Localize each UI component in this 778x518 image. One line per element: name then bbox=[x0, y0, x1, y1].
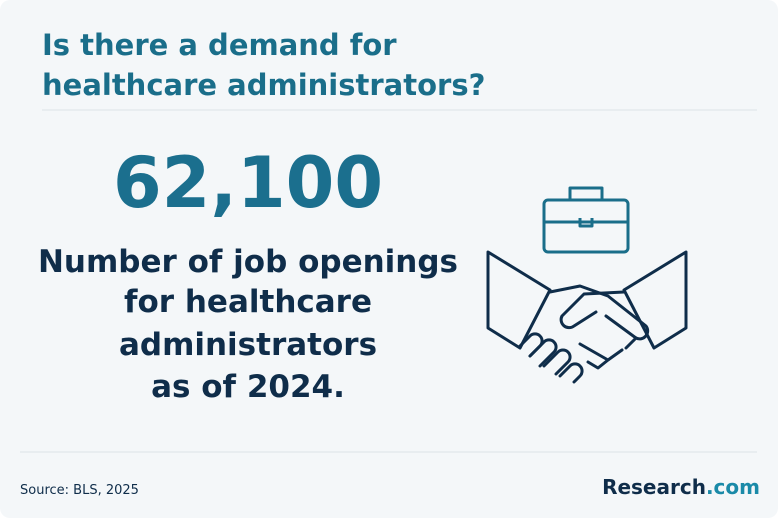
title-line: Is there a demand for bbox=[42, 28, 397, 62]
briefcase-icon bbox=[542, 186, 630, 254]
stat-description: as of 2024. bbox=[151, 369, 345, 405]
logo-suffix: .com bbox=[706, 475, 760, 499]
title-line: healthcare administrators? bbox=[42, 68, 485, 102]
handshake-icon bbox=[486, 250, 688, 384]
logo-name: Research bbox=[602, 475, 706, 499]
stat-description: administrators bbox=[119, 327, 377, 363]
stat-description: Number of job openings bbox=[38, 244, 458, 280]
logo: Research.com bbox=[602, 475, 760, 499]
source: Source: BLS, 2025 bbox=[20, 483, 139, 498]
stat-value: 62,100 bbox=[113, 142, 383, 224]
stat-description: for healthcare bbox=[124, 284, 372, 320]
